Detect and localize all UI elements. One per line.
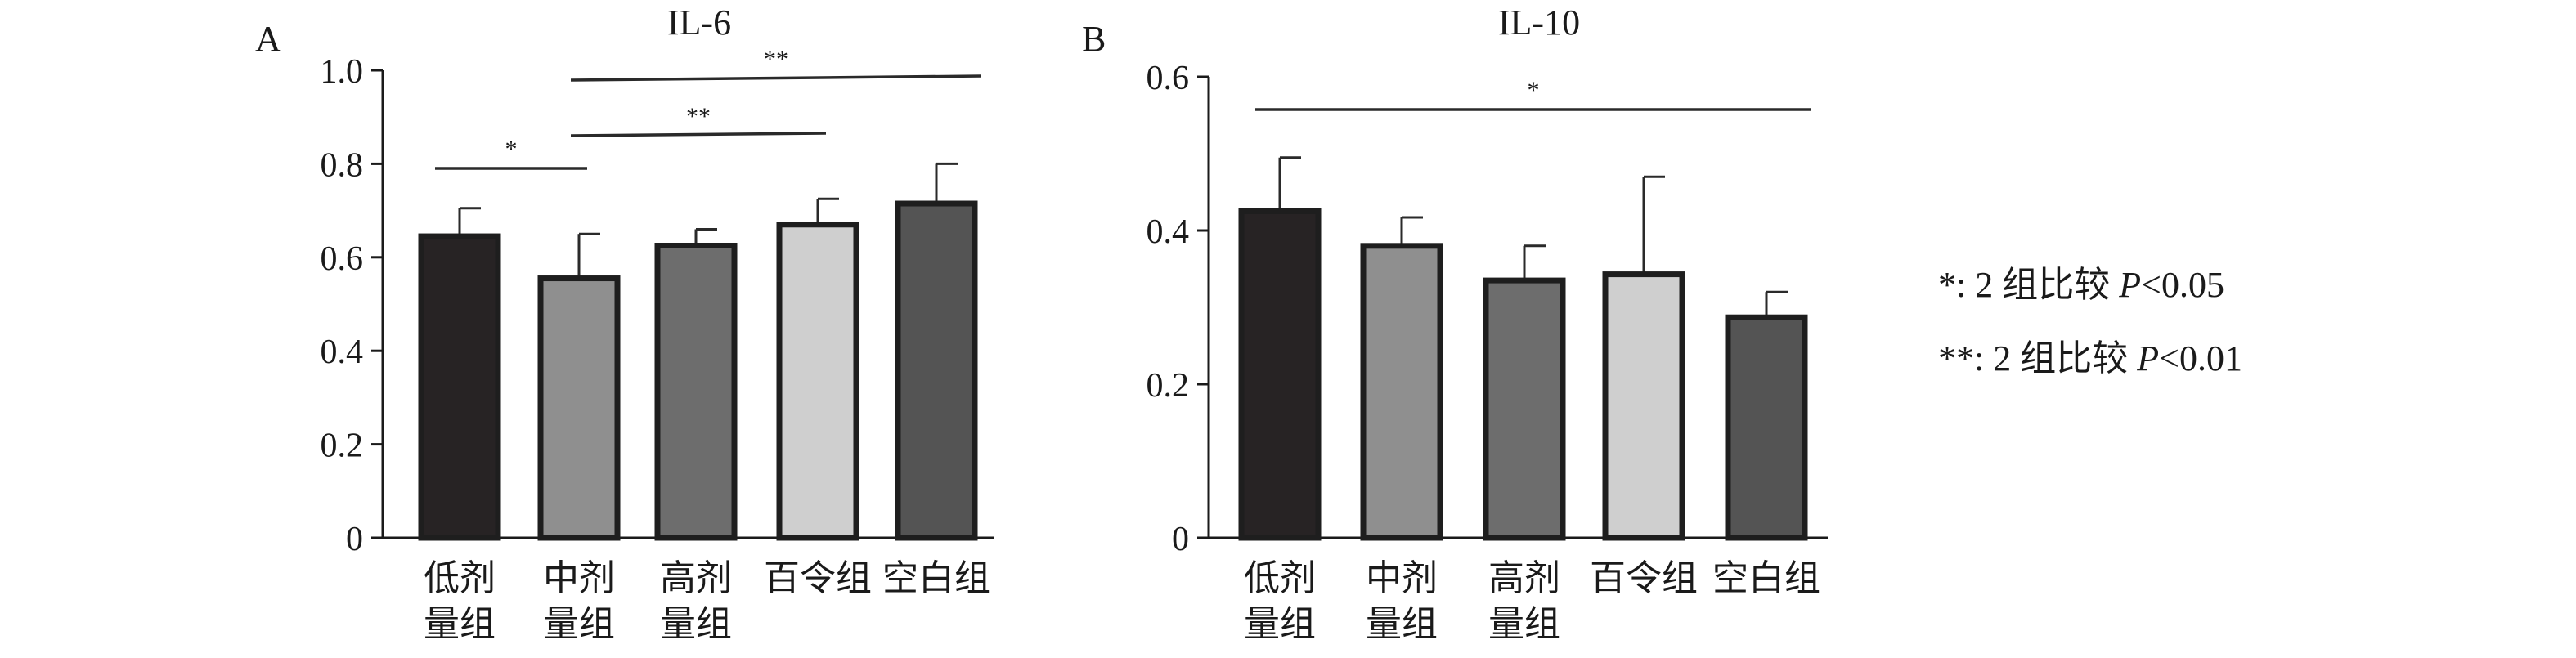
panel-b-y-tick-label: 0 <box>1172 521 1189 558</box>
panel-b-bar <box>1725 314 1808 541</box>
panel-b-category-label: 百令组 <box>1590 558 1698 598</box>
panel-a-significance-label: ** <box>686 103 711 130</box>
panel-a-bar <box>895 200 978 541</box>
panel-b-bar <box>1602 271 1685 541</box>
panel-b-category-label: 量组 <box>1244 604 1316 644</box>
panel-b-category-label: 量组 <box>1488 604 1560 644</box>
panel-a-y-tick-label: 0 <box>346 521 363 558</box>
panel-b-category-label: 高剂 <box>1488 558 1560 598</box>
panel-a-category-label: 量组 <box>660 604 732 644</box>
panel-a-category-label: 量组 <box>424 604 496 644</box>
panel-b-category-label: 中剂 <box>1366 558 1438 598</box>
panel-b-y-tick-label: 0.2 <box>1147 367 1190 405</box>
panel-a-title: IL-6 <box>667 2 731 43</box>
panel-a-bar <box>654 243 738 541</box>
legend-line-2-p: P <box>2137 338 2160 378</box>
panel-a-category-label: 空白组 <box>882 558 990 598</box>
panel-b-y-tick-label: 0.6 <box>1147 60 1190 97</box>
panel-a-category-label: 百令组 <box>764 558 872 598</box>
panel-b-category-label: 低剂 <box>1244 558 1316 598</box>
panel-b-bar <box>1483 277 1566 541</box>
panel-b-significance-label: * <box>1528 77 1540 104</box>
legend-line-1-suffix: <0.05 <box>2141 265 2224 305</box>
legend-line-2-prefix: **: 2 组比较 <box>1938 338 2138 378</box>
panel-b-category-label: 空白组 <box>1712 558 1820 598</box>
panel-a-y-tick-label: 0.6 <box>321 240 364 278</box>
panel-a-category-label: 高剂 <box>660 558 732 598</box>
panel-a-significance-line <box>570 132 827 137</box>
legend-line-1-prefix: *: 2 组比较 <box>1938 265 2120 305</box>
panel-b-bar <box>1360 243 1443 541</box>
legend-line-2: **: 2 组比较 P<0.01 <box>1938 329 2242 381</box>
panel-a-bar <box>776 222 859 541</box>
panel-a-y-tick-label: 0.2 <box>321 427 364 465</box>
panel-b-label: B <box>1082 19 1106 59</box>
panel-b-category-label: 量组 <box>1366 604 1438 644</box>
panel-a-category-label: 低剂 <box>424 558 496 598</box>
panel-b-title: IL-10 <box>1498 2 1580 43</box>
legend-line-1: *: 2 组比较 P<0.05 <box>1938 255 2224 307</box>
panel-a-bar <box>537 275 621 541</box>
panel-a-y-tick-label: 0.8 <box>321 146 364 184</box>
panel-a-significance-label: ** <box>764 46 788 73</box>
panel-b-bar <box>1238 208 1322 541</box>
panel-b-y-tick-label: 0.4 <box>1147 213 1190 251</box>
panel-a-category-label: 中剂 <box>543 558 615 598</box>
panel-a-significance-label: * <box>505 136 518 163</box>
panel-a-y-tick-label: 0.4 <box>321 333 364 371</box>
panel-a-label: A <box>255 19 281 59</box>
panel-a-significance-line <box>570 74 982 82</box>
legend-line-2-suffix: <0.01 <box>2159 338 2242 378</box>
panel-a-category-label: 量组 <box>543 604 615 644</box>
legend-line-1-p: P <box>2119 265 2142 305</box>
panel-a-y-tick-label: 1.0 <box>321 53 364 91</box>
panel-a-bar <box>418 233 501 541</box>
